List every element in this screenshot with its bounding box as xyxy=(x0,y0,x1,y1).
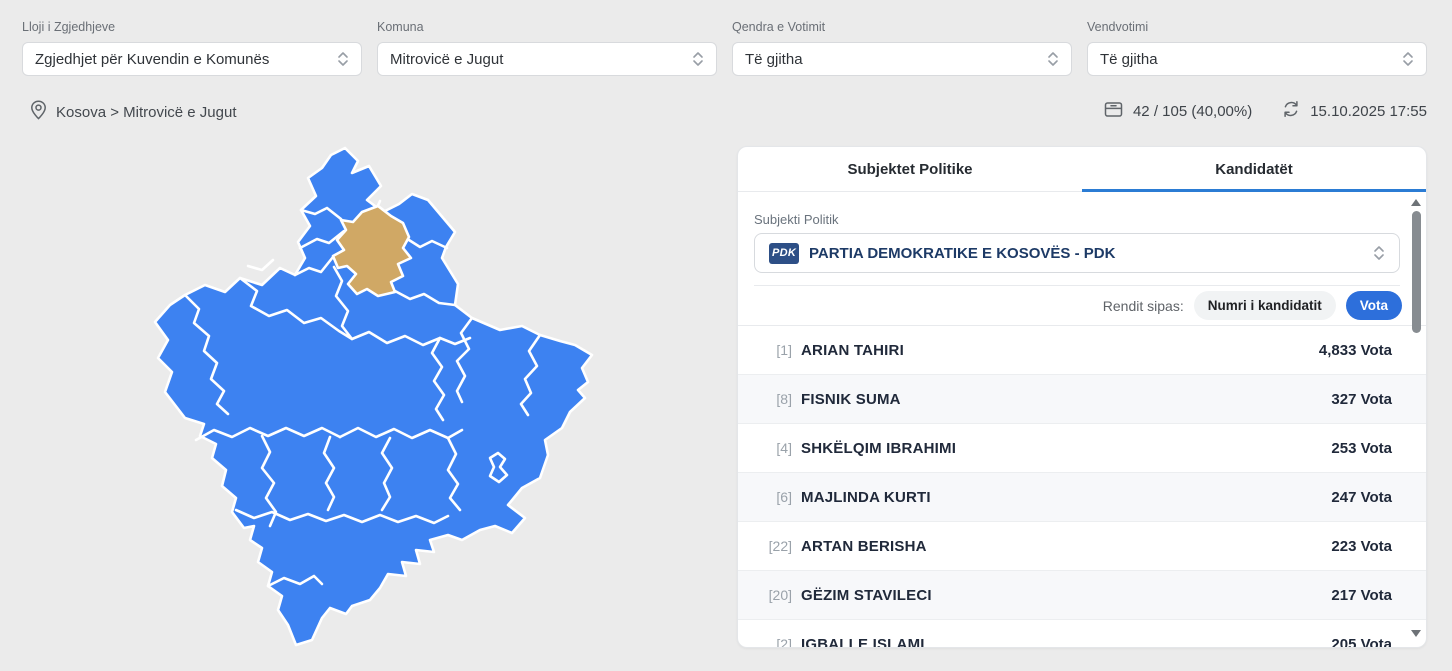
candidate-votes: 223 Vota xyxy=(1331,537,1392,555)
candidate-number: [20] xyxy=(768,587,792,603)
panel-tabs: Subjektet Politike Kandidatët xyxy=(738,147,1426,192)
candidate-row[interactable]: [2] IGBALLE ISLAMI 205 Vota xyxy=(738,620,1426,648)
filter-voting-center: Qendra e Votimit Të gjitha xyxy=(732,20,1072,76)
polling-station-value: Të gjitha xyxy=(1100,50,1158,68)
candidate-number: [6] xyxy=(776,489,792,505)
breadcrumb-text: Kosova > Mitrovicë e Jugut xyxy=(56,104,237,121)
subject-section: Subjekti Politik PDK PARTIA DEMOKRATIKE … xyxy=(738,192,1426,286)
election-type-select[interactable]: Zgjedhjet për Kuvendin e Komunës xyxy=(22,42,362,76)
polling-station-select[interactable]: Të gjitha xyxy=(1087,42,1427,76)
party-logo-pdk: PDK xyxy=(769,242,799,264)
counted-stations-value: 42 / 105 (40,00%) xyxy=(1132,103,1253,120)
divider xyxy=(754,285,1400,286)
candidate-name: GËZIM STAVILECI xyxy=(801,586,932,604)
candidate-votes: 253 Vota xyxy=(1331,439,1392,457)
results-panel: Subjektet Politike Kandidatët Subjekti P… xyxy=(737,146,1427,648)
chevron-updown-icon xyxy=(1373,244,1385,262)
panel-scrollbar xyxy=(1410,193,1423,643)
refresh-icon[interactable] xyxy=(1282,100,1300,123)
voting-center-value: Të gjitha xyxy=(745,50,803,68)
filter-polling-station: Vendvotimi Të gjitha xyxy=(1087,20,1427,76)
candidate-number: [8] xyxy=(776,391,792,407)
political-subject-select[interactable]: PDK PARTIA DEMOKRATIKE E KOSOVËS - PDK xyxy=(754,233,1400,273)
candidate-number: [22] xyxy=(768,538,792,554)
candidate-row[interactable]: [22] ARTAN BERISHA 223 Vota xyxy=(738,522,1426,571)
ballot-box-icon xyxy=(1104,100,1123,123)
candidate-list: [1] ARIAN TAHIRI 4,833 Vota [8] FISNIK S… xyxy=(738,326,1426,648)
chevron-updown-icon xyxy=(1402,50,1414,68)
candidate-name: IGBALLE ISLAMI xyxy=(801,635,925,648)
candidate-number: [2] xyxy=(776,636,792,648)
filter-election-type: Lloji i Zgjedhjeve Zgjedhjet për Kuvendi… xyxy=(22,20,362,76)
candidate-votes: 205 Vota xyxy=(1331,635,1392,648)
candidate-row[interactable]: [8] FISNIK SUMA 327 Vota xyxy=(738,375,1426,424)
municipality-borders xyxy=(183,199,542,588)
filter-label: Vendvotimi xyxy=(1087,20,1149,34)
filter-label: Lloji i Zgjedhjeve xyxy=(22,20,116,34)
filter-label: Qendra e Votimit xyxy=(732,20,826,34)
candidate-name: ARIAN TAHIRI xyxy=(801,341,904,359)
sort-by-votes-button[interactable]: Vota xyxy=(1345,291,1402,320)
chevron-updown-icon xyxy=(337,50,349,68)
selected-municipality-mitrovice-e-jugut[interactable] xyxy=(331,204,413,298)
chevron-updown-icon xyxy=(692,50,704,68)
sort-by-candidate-number-button[interactable]: Numri i kandidatit xyxy=(1193,291,1336,320)
candidate-votes: 247 Vota xyxy=(1331,488,1392,506)
candidate-votes: 217 Vota xyxy=(1331,586,1392,604)
filter-municipality: Komuna Mitrovicë e Jugut xyxy=(377,20,717,76)
chevron-updown-icon xyxy=(1047,50,1059,68)
candidate-name: FISNIK SUMA xyxy=(801,390,901,408)
candidate-name: MAJLINDA KURTI xyxy=(801,488,931,506)
location-pin-icon xyxy=(30,100,47,125)
sort-label: Rendit sipas: xyxy=(1102,297,1184,314)
candidate-row[interactable]: [20] GËZIM STAVILECI 217 Vota xyxy=(738,571,1426,620)
status-bar: 42 / 105 (40,00%) 15.10.2025 17:55 xyxy=(1104,100,1427,123)
tab-kandidatet[interactable]: Kandidatët xyxy=(1082,147,1426,192)
candidate-votes: 4,833 Vota xyxy=(1318,341,1392,359)
breadcrumb: Kosova > Mitrovicë e Jugut xyxy=(30,100,237,125)
scrollbar-thumb[interactable] xyxy=(1412,211,1421,333)
municipality-value: Mitrovicë e Jugut xyxy=(390,50,504,68)
kosovo-landmass[interactable] xyxy=(153,146,594,647)
candidate-row[interactable]: [4] SHKËLQIM IBRAHIMI 253 Vota xyxy=(738,424,1426,473)
candidate-name: ARTAN BERISHA xyxy=(801,537,927,555)
candidate-row[interactable]: [1] ARIAN TAHIRI 4,833 Vota xyxy=(738,326,1426,375)
last-updated-value: 15.10.2025 17:55 xyxy=(1310,103,1427,120)
candidate-number: [4] xyxy=(776,440,792,456)
candidate-votes: 327 Vota xyxy=(1331,390,1392,408)
municipality-select[interactable]: Mitrovicë e Jugut xyxy=(377,42,717,76)
scrollbar-up-arrow-icon[interactable] xyxy=(1411,199,1421,206)
tab-subjektet-politike[interactable]: Subjektet Politike xyxy=(847,160,973,178)
filter-label: Komuna xyxy=(377,20,424,34)
election-type-value: Zgjedhjet për Kuvendin e Komunës xyxy=(35,50,270,68)
subject-label: Subjekti Politik xyxy=(754,212,839,227)
candidate-row[interactable]: [6] MAJLINDA KURTI 247 Vota xyxy=(738,473,1426,522)
sort-row: Rendit sipas: Numri i kandidatit Vota xyxy=(738,286,1426,326)
kosovo-map xyxy=(148,145,648,650)
party-name: PARTIA DEMOKRATIKE E KOSOVËS - PDK xyxy=(809,244,1116,262)
voting-center-select[interactable]: Të gjitha xyxy=(732,42,1072,76)
scrollbar-down-arrow-icon[interactable] xyxy=(1411,630,1421,637)
candidate-name: SHKËLQIM IBRAHIMI xyxy=(801,439,957,457)
candidate-number: [1] xyxy=(776,342,792,358)
